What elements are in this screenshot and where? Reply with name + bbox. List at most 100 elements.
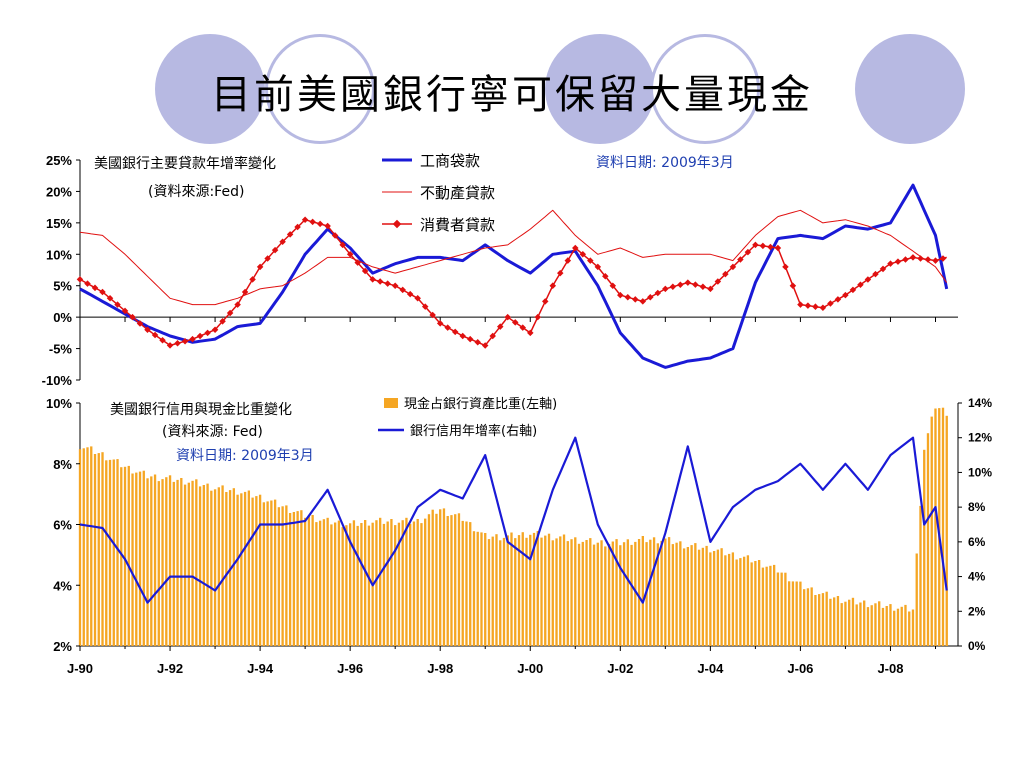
cash-share-bar [345, 525, 348, 646]
cash-share-bar [431, 509, 434, 646]
cash-share-bar [495, 534, 498, 646]
cash-share-bar [210, 490, 213, 646]
cash-share-bar [705, 545, 708, 646]
cash-share-bar [836, 596, 840, 646]
cash-share-bar [138, 471, 142, 646]
consumer-loan-point [421, 303, 429, 310]
cash-share-bar [641, 536, 644, 646]
top-legend: 工商袋款 不動產貸款 消費者貸款 [382, 152, 495, 234]
cash-share-bar [521, 532, 524, 646]
consumer-loan-point [699, 283, 707, 290]
top-chart-date-note: 資料日期: 2009年3月 [596, 155, 734, 171]
consumer-loan-point [767, 243, 774, 251]
cash-share-bar [333, 522, 337, 646]
consumer-loan-point [196, 332, 204, 340]
cash-share-bar [540, 537, 543, 646]
cash-share-bar [859, 602, 862, 646]
cash-share-bar [427, 514, 431, 646]
cash-share-bar [157, 481, 160, 646]
cash-share-bar [236, 494, 239, 646]
consumer-loan-point [917, 255, 924, 262]
cash-share-bar [776, 572, 780, 646]
consumer-loan-point [414, 295, 421, 302]
bottom-chart-title: 美國銀行信用與現金比重變化 [110, 402, 292, 418]
consumer-loan-point [91, 284, 99, 292]
bottom-x-tick-label: J-92 [157, 661, 183, 676]
bottom-right-tick-label: 6% [968, 535, 986, 549]
cash-share-bar [941, 407, 945, 646]
cash-share-bar [285, 505, 288, 646]
consumer-loan-point [624, 293, 632, 301]
consumer-loan-point [827, 300, 834, 307]
consumer-loan-point [932, 257, 939, 264]
consumer-loan-point [782, 263, 789, 271]
cash-share-bar [476, 531, 479, 646]
consumer-loan-point [391, 282, 399, 289]
consumer-loan-point [159, 336, 166, 344]
cash-share-bar [615, 539, 618, 646]
cash-share-bar [596, 542, 599, 646]
cash-share-bar [893, 610, 896, 646]
bottom-right-tick-label: 14% [968, 396, 992, 410]
cash-share-bar [581, 541, 584, 646]
cash-share-bar [442, 508, 446, 646]
consumer-loan-point [542, 298, 549, 305]
bottom-x-tick-label: J-06 [787, 661, 813, 676]
cash-share-bar [844, 601, 847, 646]
cash-share-bar [675, 542, 678, 646]
consumer-loan-point [556, 269, 564, 277]
cash-share-bar [878, 601, 881, 646]
cash-share-bar [101, 452, 104, 646]
cash-share-bar [656, 543, 659, 646]
decorative-circle-1 [155, 34, 265, 144]
cash-share-bar [731, 552, 735, 646]
cash-share-bar [742, 556, 746, 646]
consumer-loan-point [256, 263, 264, 271]
cash-share-bar [746, 555, 750, 646]
bottom-chart-credit-cash: 10% 8% 6% 4% 2% 14% 12% 10% 8% 6% 4% 2% 0% J-90 J-92… [46, 396, 992, 676]
cash-share-bar [510, 532, 513, 646]
top-y-tick-label: 20% [46, 184, 72, 199]
bottom-x-tick-label: J-96 [337, 661, 363, 676]
cash-share-bar [765, 566, 768, 646]
cash-share-bar [318, 520, 322, 646]
consumer-loan-point [511, 319, 519, 326]
cash-share-bar [416, 519, 419, 646]
legend-label-real-estate: 不動產貸款 [420, 184, 495, 202]
consumer-loan-point [324, 222, 331, 230]
consumer-loan-point [249, 276, 256, 283]
consumer-loan-point [474, 339, 481, 346]
bottom-x-tick-label: J-02 [607, 661, 633, 676]
cash-share-bar [82, 448, 85, 646]
cash-share-bar [386, 521, 389, 646]
consumer-loan-point [466, 335, 474, 343]
consumer-loan-point [429, 311, 436, 319]
cash-share-bar [176, 479, 179, 646]
cash-share-bar [206, 483, 209, 646]
consumer-loan-point [879, 265, 887, 273]
cash-share-bar [168, 475, 172, 646]
bottom-left-ticks: 10% 8% 6% 4% 2% [46, 396, 80, 654]
cash-share-bar [213, 489, 217, 646]
cash-share-bar [923, 449, 926, 646]
cash-share-bar [559, 536, 562, 646]
cash-share-bar [397, 522, 401, 646]
bottom-right-tick-label: 10% [968, 465, 992, 479]
cash-share-bar [649, 539, 652, 646]
cash-share-bar [311, 515, 314, 646]
consumer-loan-point [504, 313, 511, 321]
consumer-loan-point [857, 281, 864, 288]
cash-share-bar [870, 605, 873, 646]
cash-share-bar [810, 587, 813, 646]
consumer-loan-point [684, 279, 692, 286]
cash-share-bar [446, 516, 449, 646]
top-chart-title: 美國銀行主要貸款年增率變化 [94, 155, 276, 172]
cash-share-bar [307, 516, 311, 646]
bottom-right-tick-label: 8% [968, 500, 986, 514]
cash-share-bar [243, 491, 247, 646]
consumer-loan-point [481, 342, 489, 349]
cash-share-bar [90, 446, 93, 646]
consumer-loan-point [181, 337, 189, 345]
cash-share-bar [364, 520, 367, 646]
